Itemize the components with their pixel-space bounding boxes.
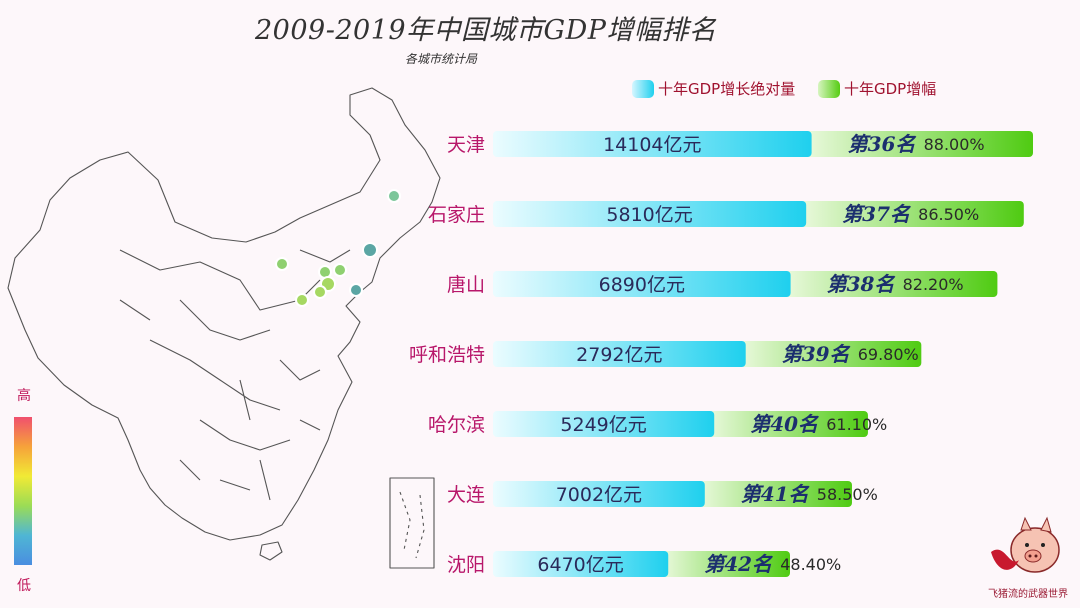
map-dot-hohhot: [275, 257, 289, 271]
legend-label-absolute: 十年GDP增长绝对量: [658, 80, 796, 98]
absolute-bar: [493, 551, 669, 577]
map-dot-beijing: [313, 285, 327, 299]
chart-subtitle: 各城市统计局: [405, 52, 478, 66]
absolute-bar: [493, 131, 812, 157]
map-outline: [7, 87, 441, 541]
city-label: 呼和浩特: [409, 344, 485, 366]
absolute-value-label: 5249亿元: [560, 414, 646, 436]
city-label: 石家庄: [428, 204, 485, 226]
legend-swatch-cyan: [632, 79, 654, 98]
rank-label: 第37名: [842, 202, 911, 226]
rate-bar: [708, 411, 868, 437]
absolute-bar: [493, 201, 807, 227]
rate-value-label: 86.50%: [918, 205, 979, 224]
absolute-value-label: 6890亿元: [599, 274, 685, 296]
absolute-bar: [493, 411, 715, 437]
rank-label: 第41名: [741, 482, 810, 506]
hainan-island: [259, 541, 283, 561]
rank-label: 第40名: [750, 412, 819, 436]
legend-label-rate: 十年GDP增幅: [844, 80, 937, 98]
city-label: 大连: [447, 484, 485, 506]
map-dot-shenyang: [362, 242, 378, 258]
map-dot-dalian: [349, 283, 363, 297]
colorbar: [14, 417, 32, 565]
rate-bar: [800, 201, 1024, 227]
rate-value-label: 88.00%: [924, 135, 985, 154]
rank-label: 第38名: [827, 272, 896, 296]
city-label: 哈尔滨: [428, 414, 485, 436]
map-dot-shijiazhuang: [295, 293, 309, 307]
rate-bar: [784, 271, 998, 297]
rank-label: 第39名: [782, 342, 851, 366]
rate-value-label: 61.10%: [826, 415, 887, 434]
rate-value-label: 69.80%: [858, 345, 919, 364]
absolute-value-label: 2792亿元: [576, 344, 662, 366]
city-label: 天津: [447, 134, 485, 156]
absolute-value-label: 5810亿元: [606, 204, 692, 226]
rank-label: 第42名: [704, 552, 773, 576]
legend-item-rate: 十年GDP增幅: [818, 78, 936, 99]
pig-logo-icon: [991, 516, 1060, 573]
colorbar-low-label: 低: [17, 578, 31, 594]
chart-title: 2009-2019年中国城市GDP增幅排名: [255, 15, 717, 46]
rate-bar: [698, 481, 852, 507]
legend-swatch-green: [818, 79, 840, 98]
absolute-value-label: 6470亿元: [537, 554, 623, 576]
rate-bar: [662, 551, 790, 577]
rate-value-label: 58.50%: [817, 485, 878, 504]
city-label: 唐山: [447, 274, 485, 296]
bars-group: 天津 14104亿元 第36名 88.00% 石家庄 5810亿元 第37名 86.50% 唐山…: [409, 131, 1033, 577]
absolute-bar: [493, 271, 791, 297]
map-inner-lines: [119, 249, 351, 501]
absolute-value-label: 14104亿元: [603, 134, 701, 156]
rank-label: 第36名: [848, 132, 917, 156]
absolute-bar: [493, 481, 705, 507]
rate-value-label: 48.40%: [780, 555, 841, 574]
logo-text: 飞猪流的武器世界: [988, 589, 1068, 600]
colorbar-high-label: 高: [17, 388, 31, 404]
absolute-value-label: 7002亿元: [556, 484, 642, 506]
rate-value-label: 82.20%: [903, 275, 964, 294]
absolute-bar: [493, 341, 746, 367]
rate-bar: [739, 341, 922, 367]
map-dot-tangshan: [333, 263, 347, 277]
south-sea-dashes: [399, 491, 425, 559]
rate-bar: [805, 131, 1033, 157]
china-map: [7, 87, 441, 569]
south-sea-inset: [389, 477, 435, 569]
legend-item-absolute: 十年GDP增长绝对量: [632, 78, 795, 99]
city-label: 沈阳: [447, 554, 485, 576]
map-dot-harbin: [387, 189, 401, 203]
